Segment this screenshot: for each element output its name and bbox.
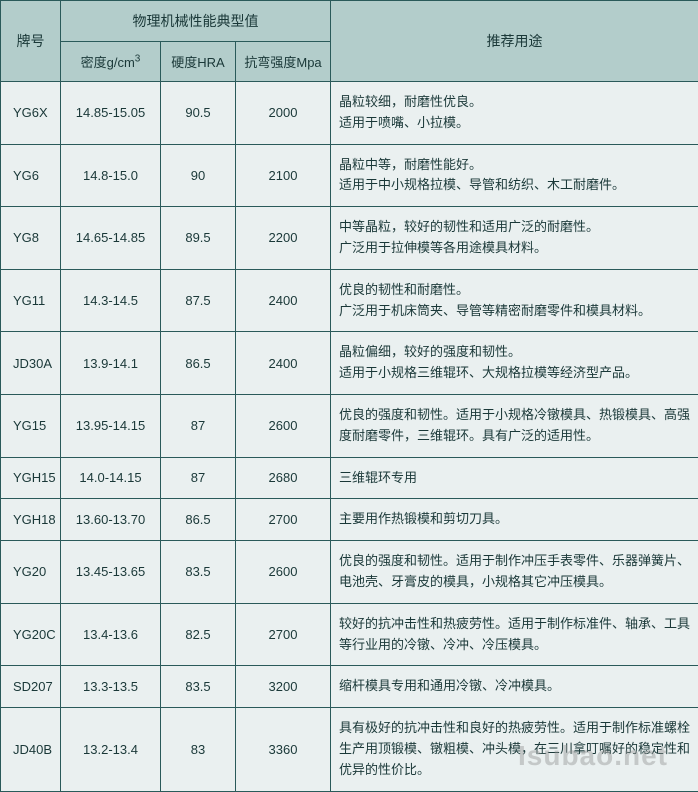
cell-strength: 2700 <box>236 499 331 541</box>
cell-density: 13.9-14.1 <box>61 332 161 395</box>
cell-usage: 优良的韧性和耐磨性。广泛用于机床筒夹、导管等精密耐磨零件和模具材料。 <box>331 269 698 332</box>
cell-grade: YGH15 <box>1 457 61 499</box>
cell-density: 14.65-14.85 <box>61 207 161 270</box>
table-row: YG1114.3-14.587.52400优良的韧性和耐磨性。广泛用于机床筒夹、… <box>1 269 698 332</box>
cell-hardness: 89.5 <box>161 207 236 270</box>
table-row: YG1513.95-14.15872600优良的强度和韧性。适用于小规格冷镦模具… <box>1 394 698 457</box>
col-header-group: 物理机械性能典型值 <box>61 1 331 42</box>
cell-hardness: 90.5 <box>161 82 236 145</box>
cell-strength: 3200 <box>236 666 331 708</box>
table-row: YG614.8-15.0902100晶粒中等，耐磨性能好。适用于中小规格拉模、导… <box>1 144 698 207</box>
cell-hardness: 86.5 <box>161 332 236 395</box>
cell-density: 14.3-14.5 <box>61 269 161 332</box>
cell-grade: YG6 <box>1 144 61 207</box>
cell-grade: SD207 <box>1 666 61 708</box>
cell-strength: 2000 <box>236 82 331 145</box>
cell-hardness: 83.5 <box>161 541 236 604</box>
table-header: 牌号 物理机械性能典型值 推荐用途 密度g/cm3 硬度HRA 抗弯强度Mpa <box>1 1 698 82</box>
cell-hardness: 87.5 <box>161 269 236 332</box>
cell-usage: 晶粒偏细，较好的强度和韧性。适用于小规格三维辊环、大规格拉模等经济型产品。 <box>331 332 698 395</box>
material-grade-table: 牌号 物理机械性能典型值 推荐用途 密度g/cm3 硬度HRA 抗弯强度Mpa … <box>0 0 698 792</box>
cell-usage: 优良的强度和韧性。适用于小规格冷镦模具、热锻模具、高强度耐磨零件，三维辊环。具有… <box>331 394 698 457</box>
cell-usage: 具有极好的抗冲击性和良好的热疲劳性。适用于制作标准螺栓生产用顶锻模、镦粗模、冲头… <box>331 708 698 791</box>
cell-strength: 2680 <box>236 457 331 499</box>
table-row: YG2013.45-13.6583.52600优良的强度和韧性。适用于制作冲压手… <box>1 541 698 604</box>
cell-usage: 中等晶粒，较好的韧性和适用广泛的耐磨性。广泛用于拉伸模等各用途模具材料。 <box>331 207 698 270</box>
col-header-hardness: 硬度HRA <box>161 42 236 82</box>
cell-usage: 优良的强度和韧性。适用于制作冲压手表零件、乐器弹簧片、电池壳、牙膏皮的模具，小规… <box>331 541 698 604</box>
cell-usage: 缩杆模具专用和通用冷镦、冷冲模具。 <box>331 666 698 708</box>
table-row: YGH1813.60-13.7086.52700主要用作热锻模和剪切刀具。 <box>1 499 698 541</box>
table-row: YG814.65-14.8589.52200中等晶粒，较好的韧性和适用广泛的耐磨… <box>1 207 698 270</box>
cell-grade: JD40B <box>1 708 61 791</box>
cell-strength: 2100 <box>236 144 331 207</box>
cell-density: 13.3-13.5 <box>61 666 161 708</box>
table-row: JD30A13.9-14.186.52400晶粒偏细，较好的强度和韧性。适用于小… <box>1 332 698 395</box>
cell-grade: YG15 <box>1 394 61 457</box>
cell-strength: 3360 <box>236 708 331 791</box>
table-body: YG6X14.85-15.0590.52000晶粒较细，耐磨性优良。适用于喷嘴、… <box>1 82 698 792</box>
cell-strength: 2600 <box>236 394 331 457</box>
cell-hardness: 83.5 <box>161 666 236 708</box>
col-header-density: 密度g/cm3 <box>61 42 161 82</box>
cell-density: 13.95-14.15 <box>61 394 161 457</box>
cell-grade: YGH18 <box>1 499 61 541</box>
cell-grade: YG20 <box>1 541 61 604</box>
cell-density: 13.45-13.65 <box>61 541 161 604</box>
cell-hardness: 87 <box>161 457 236 499</box>
cell-grade: YG11 <box>1 269 61 332</box>
cell-hardness: 90 <box>161 144 236 207</box>
cell-density: 14.85-15.05 <box>61 82 161 145</box>
cell-strength: 2600 <box>236 541 331 604</box>
table-row: YG6X14.85-15.0590.52000晶粒较细，耐磨性优良。适用于喷嘴、… <box>1 82 698 145</box>
cell-density: 13.2-13.4 <box>61 708 161 791</box>
table-row: YG20C13.4-13.682.52700较好的抗冲击性和热疲劳性。适用于制作… <box>1 603 698 666</box>
col-header-grade: 牌号 <box>1 1 61 82</box>
cell-density: 13.60-13.70 <box>61 499 161 541</box>
cell-hardness: 83 <box>161 708 236 791</box>
cell-usage: 晶粒较细，耐磨性优良。适用于喷嘴、小拉模。 <box>331 82 698 145</box>
table-row: YGH1514.0-14.15872680三维辊环专用 <box>1 457 698 499</box>
cell-strength: 2200 <box>236 207 331 270</box>
cell-usage: 主要用作热锻模和剪切刀具。 <box>331 499 698 541</box>
cell-density: 13.4-13.6 <box>61 603 161 666</box>
cell-usage: 较好的抗冲击性和热疲劳性。适用于制作标准件、轴承、工具等行业用的冷镦、冷冲、冷压… <box>331 603 698 666</box>
cell-strength: 2400 <box>236 269 331 332</box>
cell-grade: YG20C <box>1 603 61 666</box>
cell-hardness: 87 <box>161 394 236 457</box>
cell-density: 14.0-14.15 <box>61 457 161 499</box>
cell-grade: YG6X <box>1 82 61 145</box>
cell-hardness: 86.5 <box>161 499 236 541</box>
col-header-strength: 抗弯强度Mpa <box>236 42 331 82</box>
col-header-usage: 推荐用途 <box>331 1 698 82</box>
table-row: JD40B13.2-13.4833360具有极好的抗冲击性和良好的热疲劳性。适用… <box>1 708 698 791</box>
cell-density: 14.8-15.0 <box>61 144 161 207</box>
cell-strength: 2400 <box>236 332 331 395</box>
table-row: SD20713.3-13.583.53200缩杆模具专用和通用冷镦、冷冲模具。 <box>1 666 698 708</box>
cell-strength: 2700 <box>236 603 331 666</box>
cell-grade: YG8 <box>1 207 61 270</box>
cell-usage: 晶粒中等，耐磨性能好。适用于中小规格拉模、导管和纺织、木工耐磨件。 <box>331 144 698 207</box>
cell-grade: JD30A <box>1 332 61 395</box>
cell-usage: 三维辊环专用 <box>331 457 698 499</box>
cell-hardness: 82.5 <box>161 603 236 666</box>
